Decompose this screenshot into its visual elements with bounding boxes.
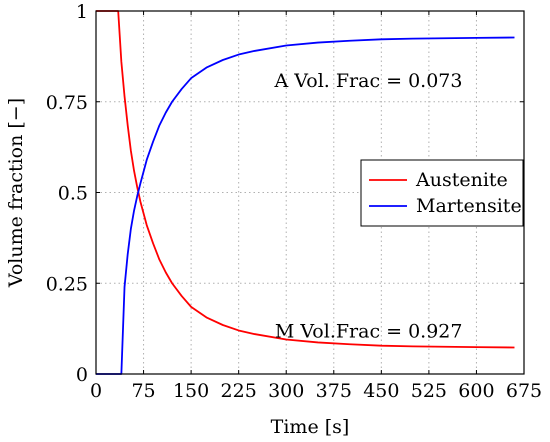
x-tick-label: 450 xyxy=(363,380,399,402)
annotation: A Vol. Frac = 0.073 xyxy=(274,70,463,92)
x-tick-label: 150 xyxy=(173,380,209,402)
legend-box xyxy=(360,159,524,227)
ticks: 0 75 150 225 300 375 450 525 600 675 0 0.25 0.5 0.75 1 xyxy=(46,1,542,402)
y-tick-label: 0 xyxy=(76,364,88,386)
y-tick-label: 0.5 xyxy=(58,183,88,205)
x-tick-label: 0 xyxy=(90,380,102,402)
legend-label: Martensite xyxy=(416,195,522,217)
series-line-martensite xyxy=(96,36,515,375)
x-tick-label: 675 xyxy=(506,380,542,402)
x-tick-label: 600 xyxy=(458,380,494,402)
legend: Austenite Martensite xyxy=(360,159,524,227)
y-axis-label: Volume fraction [−] xyxy=(5,98,27,288)
series-layer xyxy=(96,10,515,375)
legend-label: Austenite xyxy=(415,169,508,191)
x-tick-label: 75 xyxy=(131,380,155,402)
x-axis-label: Time [s] xyxy=(271,416,350,438)
x-tick-label: 225 xyxy=(221,380,257,402)
annotation: M Vol.Frac = 0.927 xyxy=(275,321,463,343)
y-tick-label: 0.75 xyxy=(46,92,88,114)
y-tick-label: 1 xyxy=(76,1,88,23)
series-line-austenite xyxy=(96,10,515,349)
x-tick-label: 300 xyxy=(268,380,304,402)
annotations: A Vol. Frac = 0.073 M Vol.Frac = 0.927 xyxy=(274,70,463,342)
x-tick-label: 525 xyxy=(411,380,447,402)
y-tick-label: 0.25 xyxy=(46,273,88,295)
x-tick-label: 375 xyxy=(316,380,352,402)
